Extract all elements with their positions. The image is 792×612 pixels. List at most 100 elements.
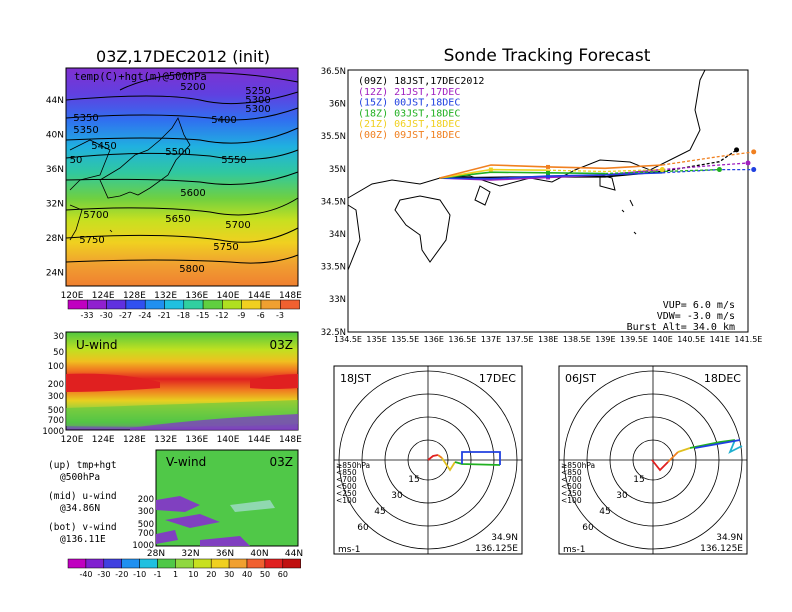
contour-label: 5500 <box>165 147 190 158</box>
temp-colorbar-label: -3 <box>276 311 284 320</box>
track-lon-tick: 136E <box>424 335 444 344</box>
wind-colorbar-label: -20 <box>115 570 128 579</box>
track-legend-item: (09Z) 18JST,17DEC2012 <box>358 76 484 87</box>
hodograph-ring-label: 15 <box>633 475 644 485</box>
wind-colorbar-label: -10 <box>133 570 146 579</box>
temp-colorbar-label: -12 <box>216 311 229 320</box>
v-wind-lat-tick: 32N <box>181 549 199 559</box>
track-lat-tick: 32.5N <box>321 328 346 338</box>
track-legend-item: (18Z) 03JST,18DEC <box>358 108 460 119</box>
hodograph-level: <100 <box>336 496 357 505</box>
left-title: 03Z,17DEC2012 (init) <box>96 47 270 66</box>
v-wind-pressure-tick: 200 <box>138 495 154 505</box>
track-lon-tick: 140E <box>652 335 672 344</box>
temp-colorbar-swatch <box>125 299 146 310</box>
track-marker <box>546 170 550 175</box>
hodograph-level: <850 <box>336 468 357 477</box>
lon-tick-labels: 120E 124E 128E 132E 136E 140E 144E 148E <box>61 291 303 301</box>
temp-colorbar-label: -15 <box>196 311 209 320</box>
hodograph-time: 18JST <box>340 372 371 385</box>
vup-text: VUP= 6.0 m/s <box>663 300 735 311</box>
wind-colorbar-swatch <box>139 558 158 569</box>
track-lon-tick: 135E <box>366 335 386 344</box>
wind-colorbar-label: -30 <box>97 570 110 579</box>
track-map: (09Z) 18JST,17DEC2012(12Z) 21JST,17DEC(1… <box>321 67 763 344</box>
wind-colorbar-label: 60 <box>278 570 288 579</box>
hodograph-level: <100 <box>561 496 582 505</box>
wind-colorbar-label: -40 <box>79 570 92 579</box>
track-lon-tick: 138.5E <box>563 335 591 344</box>
contour-label: 5700 <box>83 210 108 221</box>
v-wind-lat-tick: 36N <box>216 549 234 559</box>
note-line: (mid) u-wind <box>48 491 117 502</box>
u-wind-pressure-tick: 500 <box>48 406 64 416</box>
track-endpoint <box>751 167 757 173</box>
track-title: Sonde Tracking Forecast <box>444 46 651 66</box>
u-wind-pressure-tick: 700 <box>48 416 64 426</box>
vdw-text: VDW= -3.0 m/s <box>657 311 735 322</box>
hodograph-trace <box>441 457 456 472</box>
track-legend: (09Z) 18JST,17DEC2012(12Z) 21JST,17DEC(1… <box>358 76 484 141</box>
wind-colorbar-swatch <box>103 558 122 569</box>
wind-colorbar: -40 -30 -20 -10 -1 1 10 20 30 40 50 60 <box>67 558 301 579</box>
note-line: @500hPa <box>60 472 100 483</box>
track-line-dashed <box>547 168 663 173</box>
wind-colorbar-label: 40 <box>242 570 252 579</box>
hodograph-ring-label: 60 <box>357 523 369 533</box>
v-wind-pressure-tick: 1000 <box>132 541 154 551</box>
panel-notes: (up) tmp+hgt@500hPa (mid) u-wind@34.86N (b… <box>48 460 117 545</box>
wind-colorbar-swatch <box>85 558 105 569</box>
track-lat-tick: 36N <box>329 100 346 110</box>
hodograph-level: <700 <box>336 475 357 484</box>
temp-colorbar-swatch <box>241 299 262 310</box>
v-wind-pressure-tick: 700 <box>138 529 154 539</box>
track-lat-tick: 35.5N <box>321 132 346 142</box>
temp-colorbar-swatch <box>260 299 281 310</box>
u-wind-lon-ticks: 120E 124E 128E 132E 136E 140E 144E 148E <box>61 435 303 445</box>
wind-colorbar-swatch <box>193 558 212 569</box>
temp-colorbar-swatch <box>144 299 165 310</box>
hodograph-lon: 136.125E <box>475 544 518 554</box>
temp-height-map: temp(C)+hgt(m)@500hPa 5200 52505300535053… <box>46 67 303 301</box>
wind-colorbar-label: 30 <box>224 570 234 579</box>
temp-colorbar-label: -24 <box>138 311 151 320</box>
contour-label: 5300 <box>245 95 270 106</box>
track-marker <box>546 164 550 169</box>
track-lon-ticks: 134.5E 135E 135.5E 136E 136.5E 137E 137.5E 138E… <box>334 335 762 344</box>
contour-label: 5250 <box>245 86 270 97</box>
hodograph-ring-label: 30 <box>391 491 403 501</box>
track-endpoint <box>716 167 722 173</box>
wind-colorbar-label: -1 <box>154 570 162 579</box>
lat-tick-label: 40N <box>46 131 64 141</box>
temp-colorbar-label: -33 <box>80 311 93 320</box>
u-wind-lon-tick: 120E <box>61 435 84 445</box>
track-legend-item: (21Z) 06JST,18DEC <box>358 119 460 130</box>
contour-label: 5200 <box>180 82 205 93</box>
track-lon-tick: 141E <box>710 335 730 344</box>
v-wind-lat-tick: 44N <box>285 549 303 559</box>
hodograph-lat: 34.9N <box>491 533 518 543</box>
u-wind-pressure-tick: 100 <box>48 362 64 372</box>
temp-colorbar-swatch <box>202 299 223 310</box>
hodograph-level: <850 <box>561 468 582 477</box>
v-wind-label: V-wind <box>166 455 206 469</box>
hodograph-level: ≥850hPa <box>336 461 370 470</box>
u-wind-lon-tick: 124E <box>92 435 115 445</box>
track-lon-tick: 137.5E <box>506 335 534 344</box>
wind-colorbar-swatch <box>175 558 194 569</box>
track-lat-tick: 34N <box>329 230 346 240</box>
temp-colorbar-swatch <box>280 299 300 310</box>
v-wind-pressure-tick: 300 <box>138 507 154 517</box>
hodograph-trace <box>461 451 501 465</box>
temp-colorbar-label: -21 <box>158 311 171 320</box>
v-wind-time: 03Z <box>270 455 294 469</box>
hodograph-time: 06JST <box>565 372 596 385</box>
u-wind-lon-tick: 140E <box>217 435 240 445</box>
hodograph-trace <box>728 439 743 454</box>
wind-colorbar-swatch <box>264 558 284 569</box>
lon-tick-label: 136E <box>185 291 208 301</box>
u-wind-pressure-tick: 50 <box>53 348 64 358</box>
track-lat-tick: 34.5N <box>321 197 346 207</box>
